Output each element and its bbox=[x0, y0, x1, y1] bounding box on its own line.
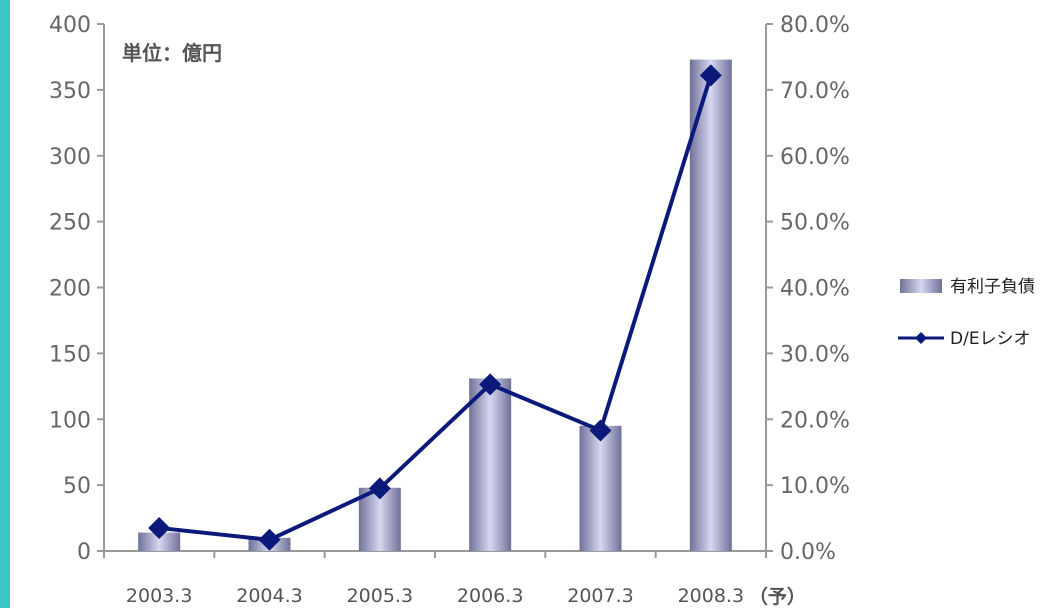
legend-label-de-ratio: D/Eレシオ bbox=[950, 329, 1031, 349]
de-ratio-point bbox=[699, 64, 722, 87]
de-ratio-point bbox=[258, 528, 281, 551]
legend-label-debt: 有利子負債 bbox=[950, 277, 1035, 297]
y-right-tick-label: 80.0% bbox=[780, 13, 850, 38]
x-tick-label: 2007.3 bbox=[567, 585, 633, 607]
y-right-tick-label: 20.0% bbox=[780, 408, 850, 433]
y-left-tick-label: 400 bbox=[49, 13, 91, 38]
y-right-tick-label: 10.0% bbox=[780, 474, 850, 499]
de-ratio-point bbox=[148, 516, 171, 539]
y-right-tick-label: 30.0% bbox=[780, 342, 850, 367]
y-left-tick-label: 250 bbox=[49, 211, 91, 236]
unit-label: 単位：億円 bbox=[122, 41, 222, 65]
legend: 有利子負債 D/Eレシオ bbox=[898, 277, 1035, 349]
x-tick-label: 2004.3 bbox=[236, 585, 302, 607]
legend-diamond-marker bbox=[915, 332, 927, 344]
legend-bar-swatch bbox=[900, 279, 942, 293]
y-right-tick-label: 0.0% bbox=[780, 540, 836, 565]
y-left-tick-label: 200 bbox=[49, 277, 91, 302]
y-left-tick-label: 350 bbox=[49, 79, 91, 104]
y-left-tick-label: 150 bbox=[49, 342, 91, 367]
bar-series bbox=[138, 59, 732, 551]
y-right-tick-label: 40.0% bbox=[780, 277, 850, 302]
x-suffix-label: （予） bbox=[749, 585, 806, 608]
x-tick-label: 2005.3 bbox=[347, 585, 413, 607]
y-left-tick-label: 50 bbox=[63, 474, 91, 499]
y-left-tick-label: 300 bbox=[49, 145, 91, 170]
bar-debt bbox=[469, 378, 512, 551]
x-tick-label: 2003.3 bbox=[126, 585, 192, 607]
bar-debt bbox=[689, 59, 732, 551]
de-ratio-point bbox=[479, 373, 502, 396]
y-left-tick-label: 100 bbox=[49, 408, 91, 433]
y-right-tick-label: 50.0% bbox=[780, 211, 850, 236]
axes bbox=[97, 23, 773, 558]
x-tick-label: 2008.3 bbox=[678, 585, 744, 607]
accent-bar bbox=[0, 0, 10, 608]
y-right-tick-label: 60.0% bbox=[780, 145, 850, 170]
bar-debt bbox=[138, 532, 181, 551]
de-ratio-line bbox=[158, 74, 713, 542]
line-series bbox=[148, 64, 722, 551]
y-right-tick-label: 70.0% bbox=[780, 79, 850, 104]
y-left-tick-label: 0 bbox=[77, 540, 91, 565]
axis-labels: 0 50 100 150 200 250 300 350 400 0.0% 10.0% 20.0% 30… bbox=[49, 13, 850, 608]
de-ratio-point bbox=[368, 477, 391, 500]
de-ratio-point bbox=[589, 419, 612, 442]
bar-debt bbox=[579, 425, 622, 551]
x-tick-label: 2006.3 bbox=[457, 585, 523, 607]
